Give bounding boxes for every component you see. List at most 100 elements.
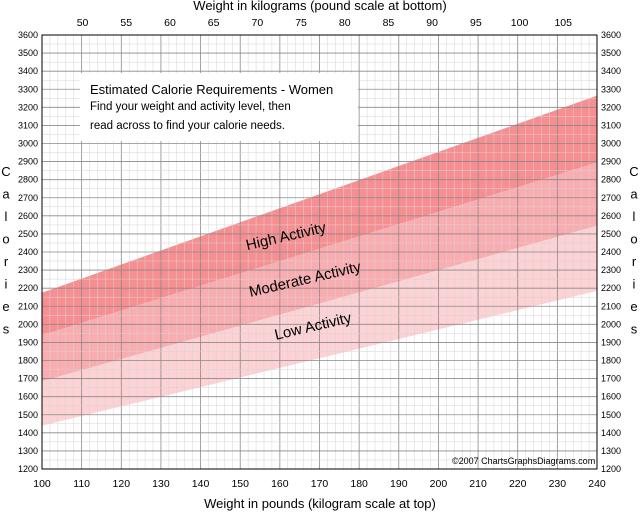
y-title-letter: l	[5, 209, 8, 224]
x-tick-label: 230	[549, 478, 567, 490]
x-tick-label: 210	[469, 478, 487, 490]
plot-frame	[41, 34, 598, 470]
copyright-notice: ©2007 ChartsGraphsDiagrams.com	[452, 456, 596, 466]
x2-tick-label: 95	[470, 17, 482, 29]
x2-tick-label: 75	[295, 17, 307, 29]
x2-tick-label: 90	[426, 17, 438, 29]
y-tick-label-left: 3400	[18, 66, 38, 76]
y-tick-label-left: 2100	[18, 301, 38, 311]
y-tick-label-left: 2400	[18, 247, 38, 257]
y-tick-label-right: 1700	[601, 374, 621, 384]
y-tick-label-right: 2500	[601, 229, 621, 239]
grid-layer	[42, 35, 597, 469]
y-tick-label-right: 2100	[601, 301, 621, 311]
y-tick-label-right: 1300	[601, 446, 621, 456]
y-tick-label-right: 3200	[601, 102, 621, 112]
y-tick-label-right: 3300	[601, 84, 621, 94]
y-tick-label-right: 3000	[601, 139, 621, 149]
x-tick-label: 140	[192, 478, 210, 490]
y-tick-label-right: 1500	[601, 410, 621, 420]
x-tick-label: 240	[588, 478, 606, 490]
y-tick-label-left: 3600	[18, 30, 38, 40]
y-tick-label-right: 1900	[601, 337, 621, 347]
y-tick-label-left: 2500	[18, 229, 38, 239]
instruction-box: Estimated Calorie Requirements - Women F…	[80, 73, 358, 141]
x2-tick-label: 50	[77, 17, 89, 29]
y-tick-label-right: 2900	[601, 157, 621, 167]
y-tick-label-left: 2000	[18, 319, 38, 329]
y-tick-label-left: 1400	[18, 428, 38, 438]
instruction-line-2: read across to find your calorie needs.	[90, 120, 285, 132]
x2-tick-label: 100	[511, 17, 529, 29]
x-tick-label: 110	[73, 478, 90, 490]
y-title-letter: i	[5, 277, 8, 292]
x-tick-label: 190	[390, 478, 408, 490]
y-tick-label-right: 2300	[601, 265, 621, 275]
y-tick-label-right: 3600	[601, 30, 621, 40]
chart-title: Estimated Calorie Requirements - Women	[90, 82, 334, 97]
x2-axis-title: Weight in kilograms (pound scale at bott…	[193, 0, 446, 13]
x-axis-title: Weight in pounds (kilogram scale at top)	[204, 496, 436, 511]
y-tick-label-left: 2700	[18, 193, 38, 203]
y-tick-label-right: 3400	[601, 66, 621, 76]
y-tick-label-right: 1800	[601, 356, 621, 366]
x-tick-label: 180	[350, 478, 368, 490]
y-tick-label-left: 3000	[18, 139, 38, 149]
x-tick-label: 170	[311, 478, 329, 490]
y-title-letter: s	[3, 322, 10, 337]
x-tick-label: 220	[509, 478, 527, 490]
y-title-letter: a	[630, 187, 638, 202]
y-tick-label-left: 3200	[18, 102, 38, 112]
instruction-line-1: Find your weight and activity level, the…	[90, 101, 291, 113]
y-tick-label-right: 1400	[601, 428, 621, 438]
y-tick-label-left: 3100	[18, 120, 38, 130]
y-tick-label-right: 2700	[601, 193, 621, 203]
x-tick-label: 150	[231, 478, 249, 490]
tick-labels: 1200 1200 1300 1300 1400 1400 1500 1500 1600 1600…	[18, 17, 621, 490]
y-tick-label-right: 1200	[601, 464, 621, 474]
y-tick-label-left: 1900	[18, 337, 38, 347]
y-tick-label-left: 3500	[18, 48, 38, 58]
y-tick-label-left: 2900	[18, 157, 38, 167]
y-tick-label-left: 1300	[18, 446, 38, 456]
y-tick-label-right: 2600	[601, 211, 621, 221]
x-tick-label: 130	[152, 478, 170, 490]
y-tick-label-left: 3300	[18, 84, 38, 94]
y-tick-label-left: 1800	[18, 356, 38, 366]
y-title-letter: o	[2, 232, 9, 247]
y-title-letter: i	[633, 277, 636, 292]
y-tick-label-left: 2600	[18, 211, 38, 221]
y-title-letter: C	[1, 164, 10, 179]
y-tick-label-right: 2200	[601, 283, 621, 293]
x2-tick-label: 55	[120, 17, 132, 29]
y-tick-label-right: 1600	[601, 392, 621, 402]
y-title-letter: o	[630, 232, 637, 247]
y-title-letter: e	[2, 299, 9, 314]
y-tick-label-left: 1700	[18, 374, 38, 384]
y-tick-label-right: 3500	[601, 48, 621, 58]
y-title-letter: s	[631, 322, 638, 337]
y-title-letter: l	[633, 209, 636, 224]
x2-tick-label: 65	[208, 17, 220, 29]
y-title-letter: r	[4, 254, 9, 269]
y-tick-label-right: 2800	[601, 175, 621, 185]
y-tick-label-left: 1600	[18, 392, 38, 402]
x-tick-label: 160	[271, 478, 289, 490]
y-title-letter: r	[632, 254, 637, 269]
x-tick-label: 120	[113, 478, 131, 490]
y-tick-label-left: 2300	[18, 265, 38, 275]
y-tick-label-left: 2800	[18, 175, 38, 185]
y-title-letter: e	[630, 299, 637, 314]
x2-tick-label: 85	[383, 17, 395, 29]
y-tick-label-right: 2400	[601, 247, 621, 257]
y-tick-label-left: 1200	[18, 464, 38, 474]
y-tick-label-right: 2000	[601, 319, 621, 329]
x2-tick-label: 60	[164, 17, 176, 29]
x2-tick-label: 80	[339, 17, 351, 29]
y-tick-label-left: 2200	[18, 283, 38, 293]
x-tick-label: 200	[430, 478, 448, 490]
y-title-letter: a	[2, 187, 10, 202]
